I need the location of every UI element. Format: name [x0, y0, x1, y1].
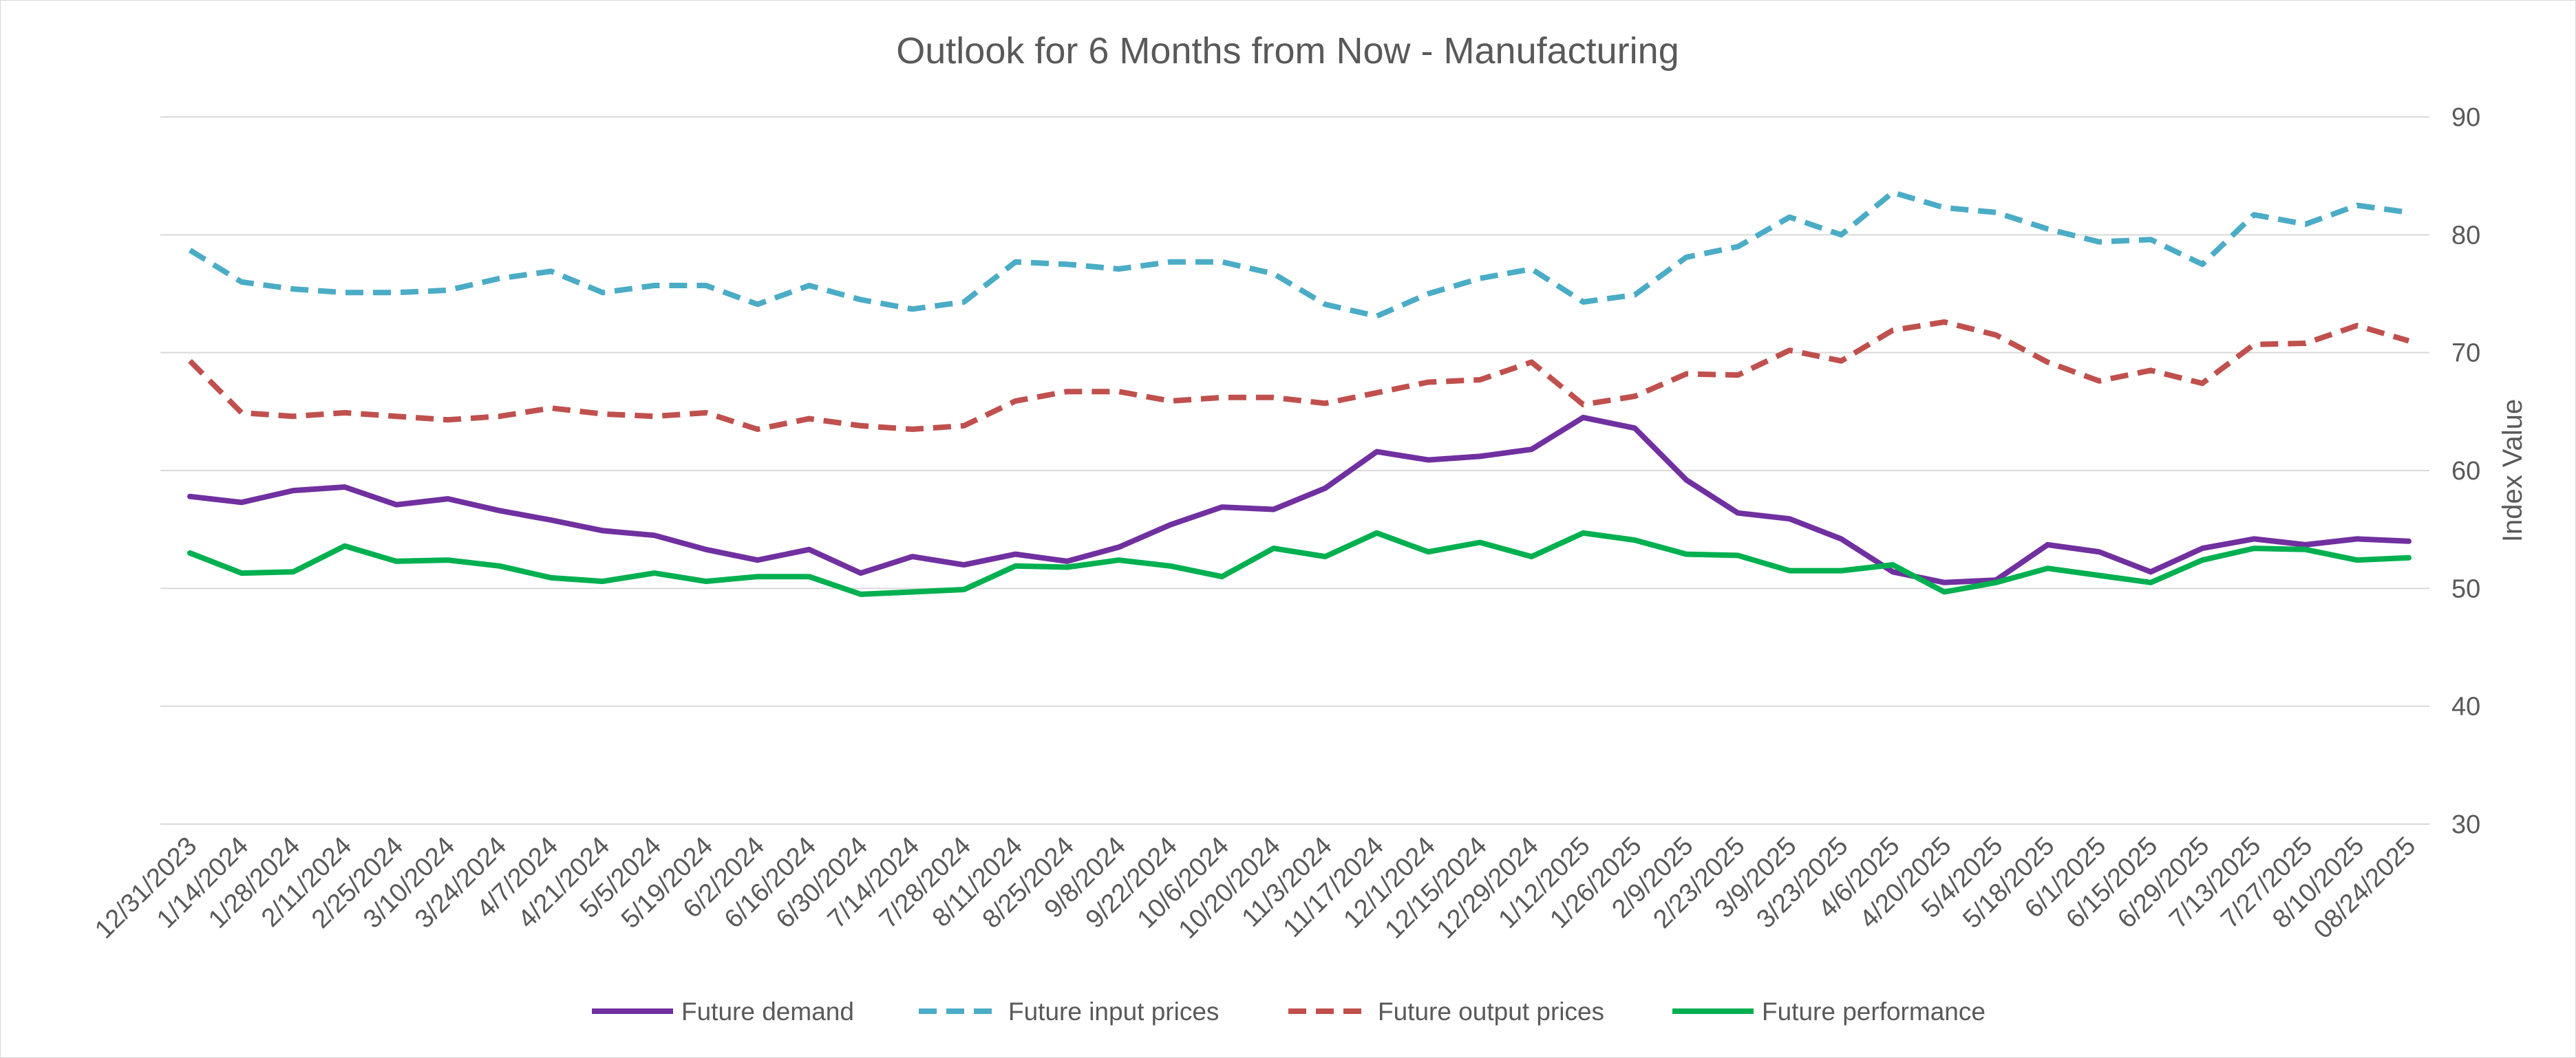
legend-label: Future output prices: [1378, 997, 1604, 1026]
y-axis-ticks: 30 40 50 60 70 80 90: [2451, 103, 2480, 839]
legend-label: Future performance: [1762, 997, 1986, 1026]
y-tick-label: 90: [2451, 103, 2480, 132]
y-axis-label: Index Value: [2498, 399, 2528, 542]
y-tick-label: 30: [2451, 810, 2480, 839]
y-tick-label: 80: [2451, 221, 2480, 250]
series-line-future-demand: [187, 414, 2412, 585]
legend: Future demand Future input prices Future o…: [592, 997, 1986, 1026]
y-tick-label: 50: [2451, 574, 2480, 603]
series-line-future-output-prices: [188, 319, 2410, 432]
series-line-future-input-prices: [188, 189, 2409, 319]
legend-label: Future demand: [681, 997, 854, 1026]
gridlines: [160, 116, 2429, 825]
y-tick-label: 60: [2451, 457, 2480, 486]
series-lines: [187, 189, 2412, 597]
y-tick-label: 40: [2451, 693, 2480, 722]
legend-label: Future input prices: [1008, 997, 1219, 1026]
series-line-future-performance: [187, 530, 2412, 597]
x-axis-ticks: 12/31/20231/14/20241/28/20242/11/20242/2…: [89, 832, 2421, 944]
y-tick-label: 70: [2451, 339, 2480, 368]
chart-title: Outlook for 6 Months from Now - Manufact…: [896, 30, 1679, 72]
